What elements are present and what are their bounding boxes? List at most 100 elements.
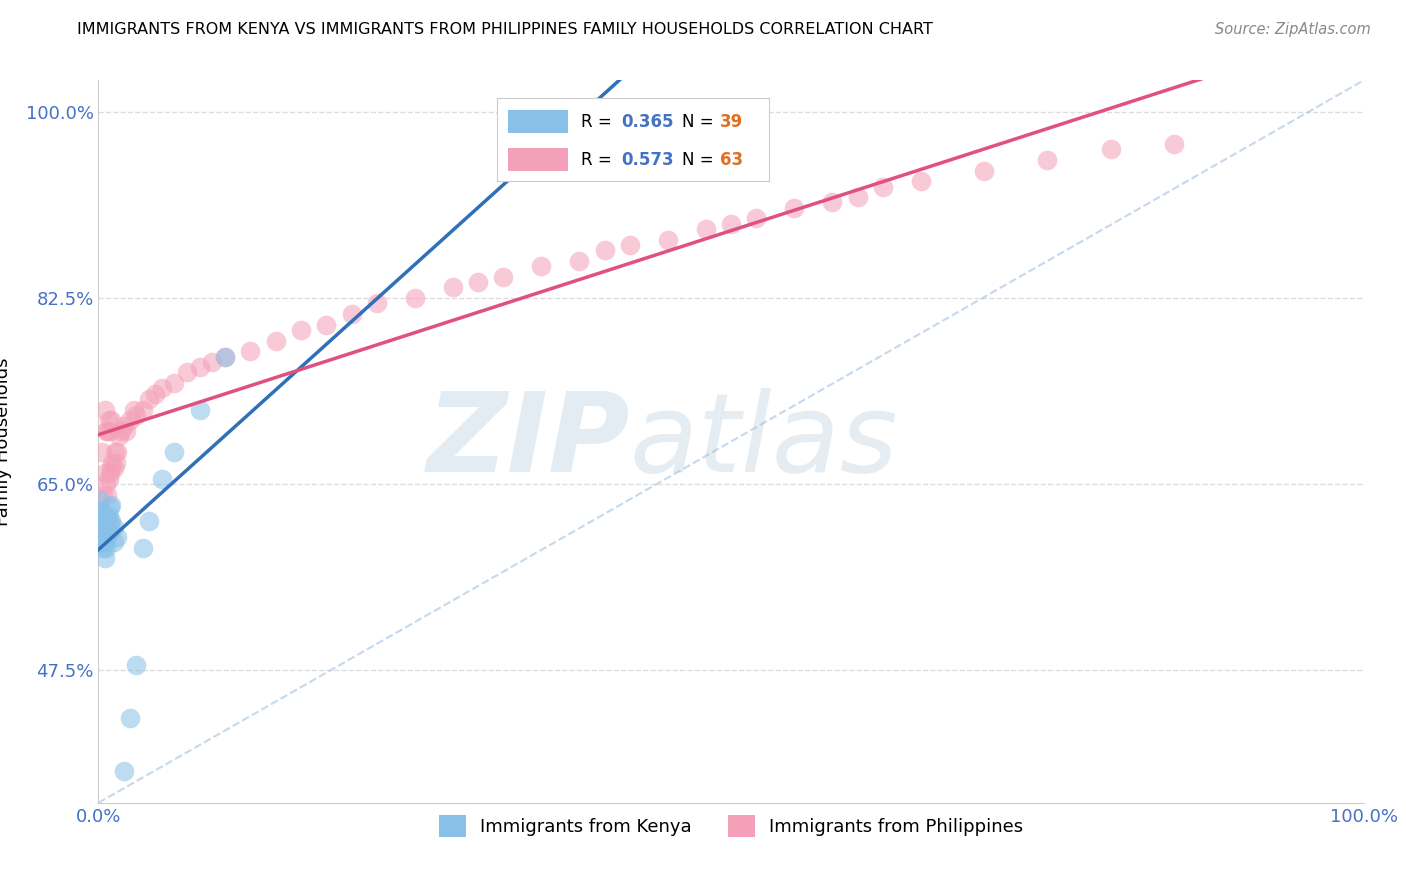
Point bbox=[107, 530, 129, 544]
Point bbox=[110, 424, 132, 438]
Point bbox=[745, 211, 768, 226]
Point bbox=[214, 350, 236, 364]
Point bbox=[100, 498, 122, 512]
Point bbox=[91, 445, 114, 459]
Point bbox=[125, 657, 148, 672]
Point bbox=[94, 541, 117, 555]
Point bbox=[115, 424, 138, 438]
Point bbox=[90, 503, 112, 517]
Point bbox=[97, 524, 120, 539]
Point bbox=[163, 445, 186, 459]
Point bbox=[94, 524, 117, 539]
Point bbox=[112, 418, 135, 433]
Point bbox=[93, 541, 115, 555]
Point bbox=[214, 350, 236, 364]
Point bbox=[138, 514, 160, 528]
Point bbox=[93, 535, 117, 549]
Point bbox=[132, 402, 155, 417]
Point bbox=[973, 163, 995, 178]
Text: ZIP: ZIP bbox=[426, 388, 630, 495]
Point bbox=[290, 323, 312, 337]
Point bbox=[90, 511, 112, 525]
Point bbox=[112, 764, 135, 778]
Point bbox=[1163, 136, 1185, 151]
Point bbox=[264, 334, 287, 348]
Point bbox=[103, 519, 125, 533]
Point bbox=[98, 500, 121, 515]
Point bbox=[783, 201, 806, 215]
Point bbox=[176, 366, 198, 380]
Point bbox=[120, 413, 141, 427]
Point bbox=[97, 472, 120, 486]
Point bbox=[145, 386, 166, 401]
Point bbox=[91, 527, 114, 541]
Point bbox=[366, 296, 388, 310]
Point bbox=[93, 514, 115, 528]
Point bbox=[188, 402, 211, 417]
Point bbox=[872, 179, 894, 194]
Y-axis label: Family Households: Family Households bbox=[0, 358, 11, 525]
Point bbox=[90, 530, 112, 544]
Point bbox=[720, 217, 742, 231]
Point bbox=[93, 488, 115, 502]
Point bbox=[150, 381, 173, 395]
Point bbox=[910, 174, 932, 188]
Point bbox=[89, 493, 111, 508]
Point bbox=[103, 461, 125, 475]
Point bbox=[568, 254, 591, 268]
Point bbox=[98, 467, 121, 481]
Point bbox=[441, 280, 464, 294]
Point bbox=[96, 511, 118, 525]
Point bbox=[120, 711, 141, 725]
Point bbox=[1036, 153, 1059, 167]
Text: Source: ZipAtlas.com: Source: ZipAtlas.com bbox=[1215, 22, 1371, 37]
Point bbox=[89, 503, 111, 517]
Point bbox=[105, 456, 128, 470]
Point bbox=[125, 408, 148, 422]
Point bbox=[91, 508, 114, 523]
Point bbox=[98, 424, 121, 438]
Point bbox=[100, 413, 122, 427]
Point bbox=[93, 467, 117, 481]
Point bbox=[821, 195, 844, 210]
Point bbox=[239, 344, 262, 359]
Point bbox=[91, 535, 114, 549]
Point bbox=[98, 517, 121, 532]
Point bbox=[619, 238, 641, 252]
Point bbox=[100, 461, 122, 475]
Point bbox=[93, 530, 115, 544]
Point bbox=[657, 233, 679, 247]
Point bbox=[107, 445, 129, 459]
Point bbox=[97, 413, 120, 427]
Point bbox=[104, 445, 127, 459]
Point bbox=[103, 535, 125, 549]
Point bbox=[96, 488, 118, 502]
Point bbox=[93, 402, 117, 417]
Point bbox=[97, 508, 120, 523]
Point bbox=[1099, 142, 1122, 156]
Point bbox=[122, 402, 145, 417]
Point bbox=[91, 517, 114, 532]
Point bbox=[163, 376, 186, 390]
Point bbox=[90, 508, 112, 523]
Point bbox=[530, 259, 553, 273]
Point bbox=[96, 424, 118, 438]
Legend: Immigrants from Kenya, Immigrants from Philippines: Immigrants from Kenya, Immigrants from P… bbox=[432, 808, 1031, 845]
Point bbox=[138, 392, 160, 406]
Point bbox=[101, 456, 124, 470]
Point bbox=[132, 541, 155, 555]
Point bbox=[94, 477, 117, 491]
Point bbox=[404, 291, 426, 305]
Point bbox=[188, 360, 211, 375]
Point bbox=[93, 551, 117, 566]
Point bbox=[107, 429, 129, 443]
Text: atlas: atlas bbox=[630, 388, 898, 495]
Point bbox=[150, 472, 173, 486]
Point bbox=[96, 530, 118, 544]
Point bbox=[467, 275, 489, 289]
Point bbox=[315, 318, 337, 332]
Point bbox=[89, 514, 111, 528]
Point bbox=[340, 307, 363, 321]
Point bbox=[93, 522, 117, 536]
Point bbox=[492, 269, 515, 284]
